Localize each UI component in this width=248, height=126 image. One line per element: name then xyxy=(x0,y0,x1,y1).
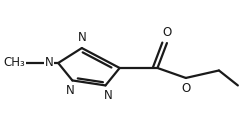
Text: N: N xyxy=(45,56,54,70)
Text: N: N xyxy=(103,89,112,102)
Text: O: O xyxy=(162,26,172,39)
Text: N: N xyxy=(77,31,86,44)
Text: O: O xyxy=(181,82,190,95)
Text: CH₃: CH₃ xyxy=(3,56,25,70)
Text: N: N xyxy=(66,84,74,97)
